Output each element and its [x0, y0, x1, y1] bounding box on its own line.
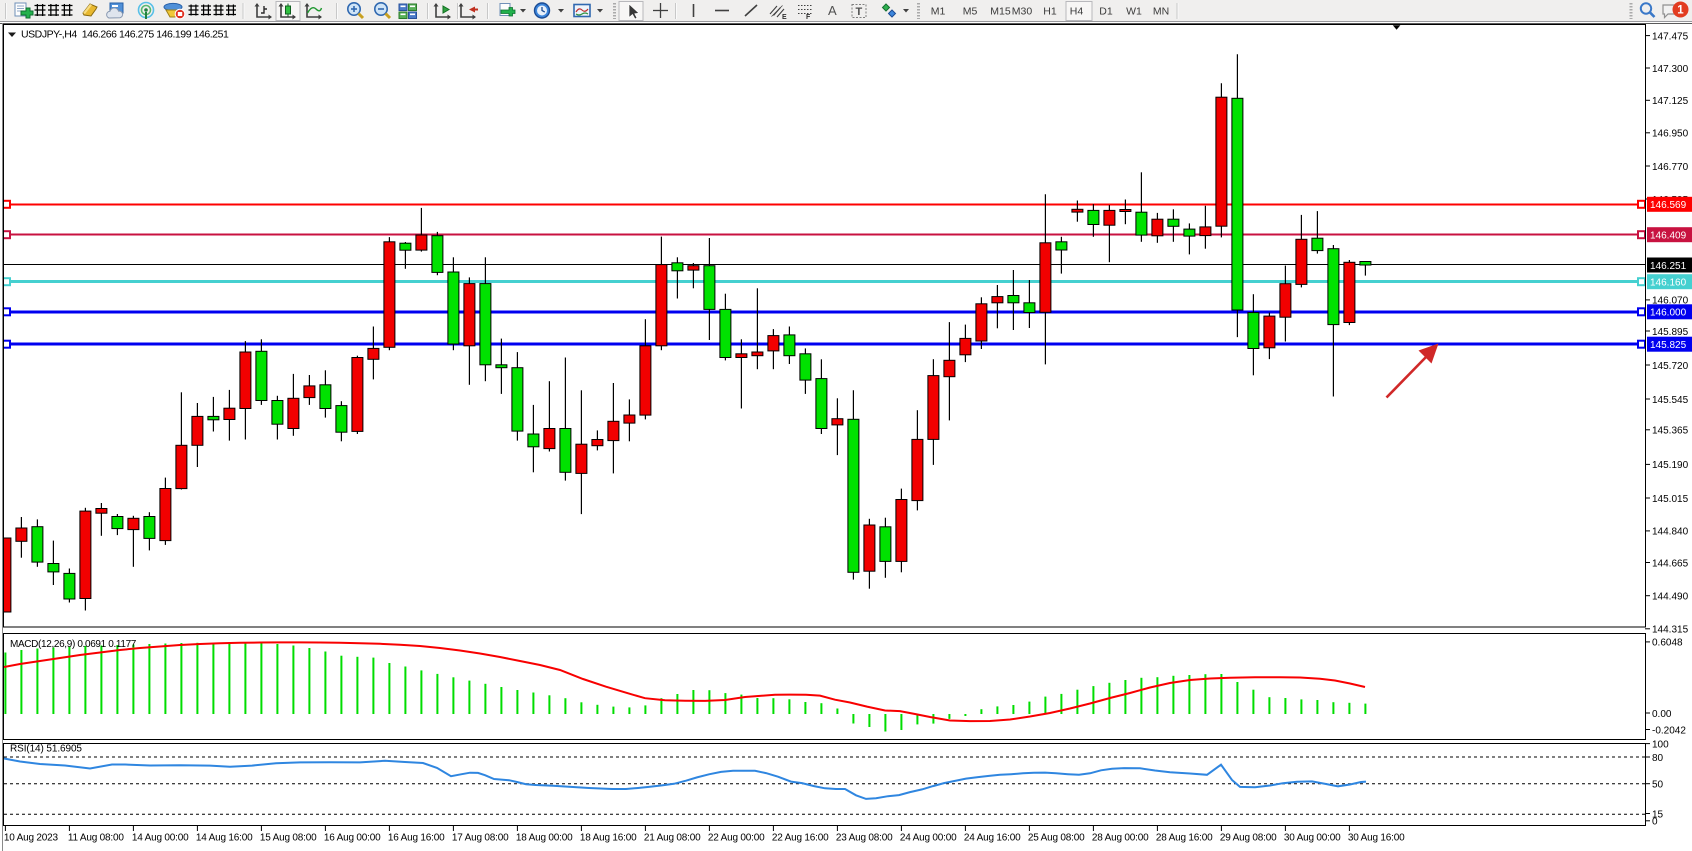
svg-text:H1: H1	[1043, 6, 1057, 18]
svg-text:29 Aug 08:00: 29 Aug 08:00	[1220, 833, 1277, 844]
svg-text:16 Aug 00:00: 16 Aug 00:00	[324, 833, 381, 844]
svg-text:30 Aug 16:00: 30 Aug 16:00	[1348, 833, 1405, 844]
svg-text:146.569: 146.569	[1650, 200, 1687, 211]
svg-text:144.490: 144.490	[1652, 592, 1689, 603]
svg-text:D1: D1	[1099, 6, 1113, 18]
svg-text:M30: M30	[1012, 6, 1033, 18]
svg-text:15 Aug 08:00: 15 Aug 08:00	[260, 833, 317, 844]
svg-text:24 Aug 16:00: 24 Aug 16:00	[964, 833, 1021, 844]
svg-text:145.190: 145.190	[1652, 460, 1689, 471]
svg-text:25 Aug 08:00: 25 Aug 08:00	[1028, 833, 1085, 844]
svg-text:145.720: 145.720	[1652, 361, 1689, 372]
svg-text:RSI(14) 51.6905: RSI(14) 51.6905	[10, 744, 82, 755]
svg-text:A: A	[828, 3, 837, 18]
svg-text:MN: MN	[1153, 6, 1169, 18]
svg-text:50: 50	[1652, 780, 1664, 791]
svg-text:144.840: 144.840	[1652, 527, 1689, 538]
svg-text:17 Aug 08:00: 17 Aug 08:00	[452, 833, 509, 844]
svg-text:22 Aug 16:00: 22 Aug 16:00	[772, 833, 829, 844]
svg-text:28 Aug 16:00: 28 Aug 16:00	[1156, 833, 1213, 844]
svg-text:USDJPY-,H4 146.266 146.275 14: USDJPY-,H4 146.266 146.275 146.199 146.2…	[21, 29, 229, 41]
svg-text:145.825: 145.825	[1650, 340, 1687, 351]
svg-text:W1: W1	[1126, 6, 1142, 18]
svg-text:146.251: 146.251	[1650, 261, 1687, 272]
svg-text:147.125: 147.125	[1652, 96, 1689, 107]
svg-text:24 Aug 00:00: 24 Aug 00:00	[900, 833, 957, 844]
svg-text:21 Aug 08:00: 21 Aug 08:00	[644, 833, 701, 844]
svg-text:145.895: 145.895	[1652, 327, 1689, 338]
svg-text:22 Aug 00:00: 22 Aug 00:00	[708, 833, 765, 844]
svg-text:0.6048: 0.6048	[1652, 638, 1683, 649]
svg-text:146.770: 146.770	[1652, 162, 1689, 173]
svg-text:0: 0	[1652, 817, 1658, 828]
svg-text:16 Aug 16:00: 16 Aug 16:00	[388, 833, 445, 844]
svg-text:10 Aug 2023: 10 Aug 2023	[4, 833, 59, 844]
svg-text:18 Aug 00:00: 18 Aug 00:00	[516, 833, 573, 844]
svg-text:M15: M15	[990, 6, 1011, 18]
svg-text:144.315: 144.315	[1652, 625, 1689, 636]
svg-text:144.665: 144.665	[1652, 558, 1689, 569]
svg-text:M5: M5	[963, 6, 978, 18]
svg-text:MACD(12,26,9) 0.0691 0.1177: MACD(12,26,9) 0.0691 0.1177	[10, 639, 137, 650]
svg-text:0.00: 0.00	[1652, 709, 1672, 720]
svg-text:15: 15	[1652, 809, 1664, 820]
svg-text:18 Aug 16:00: 18 Aug 16:00	[580, 833, 637, 844]
svg-text:146.409: 146.409	[1650, 231, 1687, 242]
svg-text:30 Aug 00:00: 30 Aug 00:00	[1284, 833, 1341, 844]
svg-text:147.475: 147.475	[1652, 31, 1689, 42]
svg-text:-0.2042: -0.2042	[1652, 725, 1686, 736]
svg-text:100: 100	[1652, 739, 1669, 750]
svg-text:11 Aug 08:00: 11 Aug 08:00	[68, 833, 124, 844]
svg-text:E: E	[782, 14, 787, 21]
svg-text:145.015: 145.015	[1652, 494, 1689, 505]
svg-text:M1: M1	[931, 6, 946, 18]
svg-text:F: F	[806, 14, 811, 21]
svg-text:14 Aug 00:00: 14 Aug 00:00	[132, 833, 189, 844]
svg-text:146.160: 146.160	[1650, 278, 1687, 289]
svg-text:146.000: 146.000	[1650, 308, 1687, 319]
svg-text:146.950: 146.950	[1652, 129, 1689, 140]
svg-text:H4: H4	[1070, 6, 1084, 18]
svg-text:80: 80	[1652, 753, 1664, 764]
svg-text:145.365: 145.365	[1652, 426, 1689, 437]
svg-text:28 Aug 00:00: 28 Aug 00:00	[1092, 833, 1149, 844]
svg-text:147.300: 147.300	[1652, 64, 1689, 75]
svg-text:23 Aug 08:00: 23 Aug 08:00	[836, 833, 893, 844]
svg-text:T: T	[856, 6, 863, 18]
svg-text:1: 1	[1677, 5, 1684, 17]
svg-text:146.070: 146.070	[1652, 296, 1689, 307]
svg-text:14 Aug 16:00: 14 Aug 16:00	[196, 833, 253, 844]
svg-text:145.545: 145.545	[1652, 395, 1689, 406]
